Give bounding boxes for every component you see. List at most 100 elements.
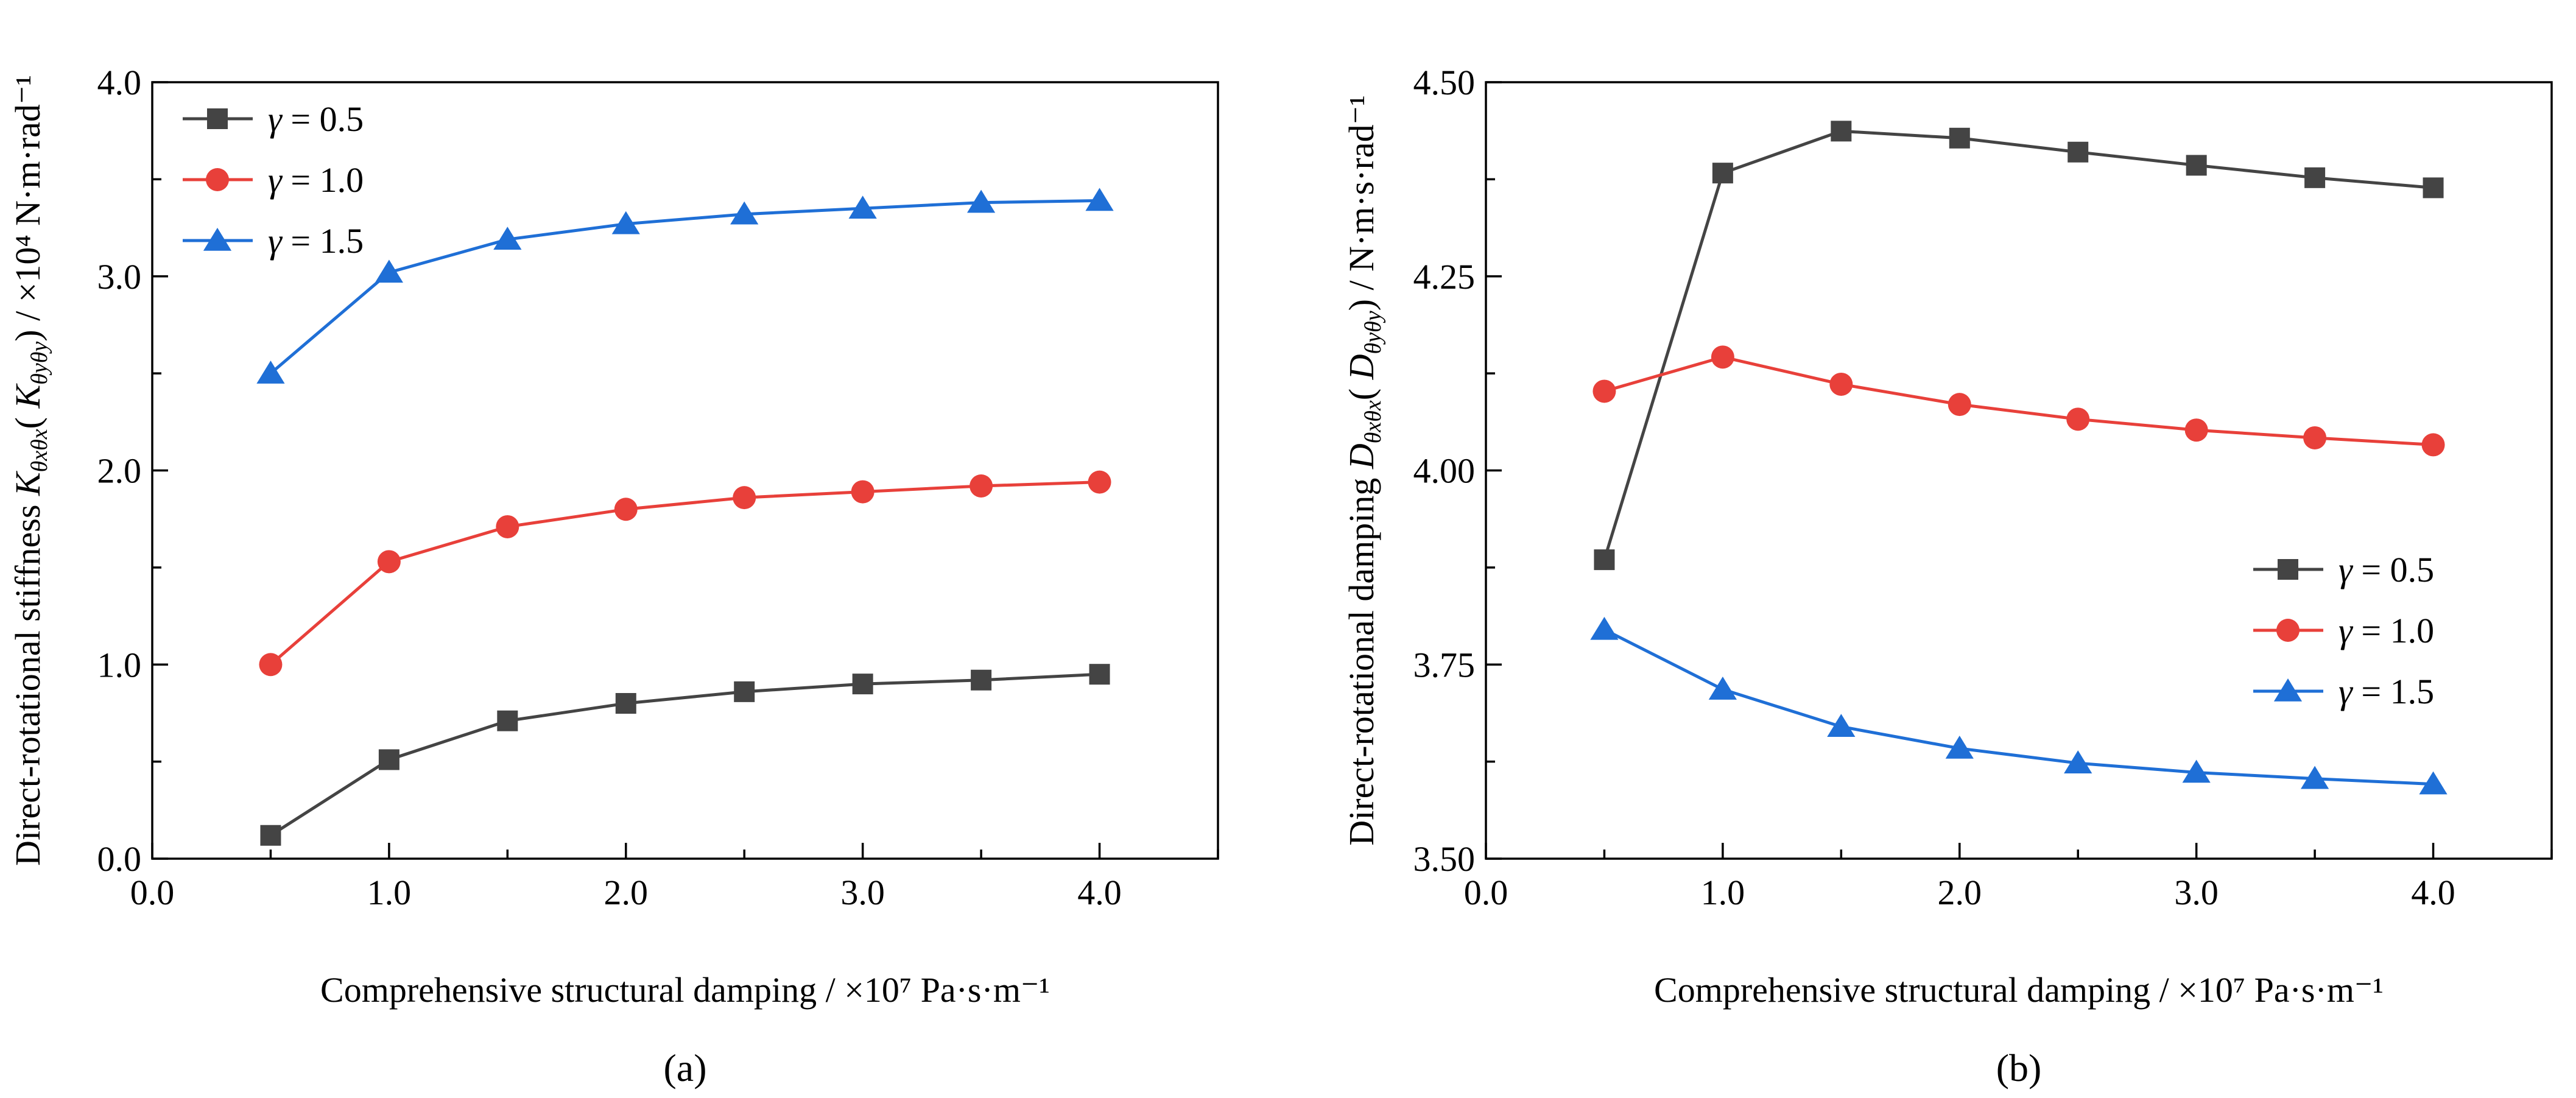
data-point: [377, 550, 401, 574]
data-point: [1948, 393, 1971, 417]
data-point: [256, 361, 285, 384]
y-tick-label: 0.0: [97, 839, 142, 879]
data-point: [1829, 372, 1853, 396]
series-γ = 1.0: [259, 470, 1111, 677]
data-point: [2182, 759, 2211, 783]
legend-marker: [207, 108, 228, 129]
legend-marker: [2276, 619, 2300, 642]
data-point: [733, 486, 756, 510]
legend-item: γ = 0.5: [183, 99, 364, 139]
x-tick-label: 0.0: [130, 873, 175, 912]
data-point: [1708, 677, 1737, 700]
data-point: [851, 480, 875, 504]
legend-marker: [203, 228, 232, 251]
legend: γ = 0.5 γ = 1.0 γ = 1.5: [2253, 550, 2434, 711]
data-point: [611, 211, 640, 234]
y-tick-label: 4.50: [1413, 63, 1476, 102]
panel-label: (b): [1996, 1046, 2042, 1089]
y-axis-title: Direct-rotational damping Dθxθx( Dθyθy) …: [1342, 95, 1386, 845]
data-point: [1831, 121, 1852, 142]
x-tick-label: 2.0: [604, 873, 649, 912]
legend-label: γ = 1.5: [2338, 672, 2434, 711]
y-tick-label: 1.0: [97, 645, 142, 684]
data-point: [497, 710, 518, 731]
data-point: [1827, 714, 1856, 737]
series-γ = 0.5: [260, 664, 1110, 846]
data-point: [852, 674, 873, 695]
x-axis-title: Comprehensive structural damping / ×10⁷ …: [320, 970, 1050, 1010]
data-point: [970, 474, 993, 498]
series-γ = 1.5: [1590, 616, 2448, 795]
data-point: [378, 749, 399, 770]
data-point: [2184, 418, 2208, 442]
legend-label: γ = 0.5: [268, 99, 364, 139]
data-point: [1711, 345, 1734, 369]
y-tick-label: 2.0: [97, 451, 142, 491]
data-point: [2186, 155, 2207, 176]
data-point: [2301, 765, 2329, 789]
y-tick-label: 4.00: [1413, 451, 1476, 491]
series-line: [1603, 355, 2433, 446]
data-point: [2303, 426, 2327, 449]
data-point: [2066, 407, 2090, 431]
x-tick-label: 0.0: [1464, 873, 1508, 912]
legend-item: γ = 1.5: [183, 221, 364, 261]
x-tick-label: 3.0: [840, 873, 885, 912]
data-point: [967, 189, 996, 213]
legend-item: γ = 1.0: [2253, 611, 2434, 650]
panel-b: 0.0 1.0 2.0 3.0 4.0 3.50 3.75 4.00 4.25 4.50 Compr…: [1342, 63, 2553, 1089]
panel-a: 0.0 1.0 2.0 3.0 4.0 0.0 1.0 2.0 3.0 4.0 Comprehens…: [8, 63, 1219, 1089]
x-tick-label: 2.0: [1938, 873, 1982, 912]
data-point: [1590, 616, 1619, 640]
series-line: [1603, 628, 2433, 786]
data-point: [1089, 664, 1110, 685]
legend-marker: [2273, 678, 2303, 702]
data-point: [1949, 127, 1970, 149]
x-axis-title: Comprehensive structural damping / ×10⁷ …: [1654, 970, 2384, 1010]
x-tick-label: 1.0: [1701, 873, 1745, 912]
legend-marker: [206, 168, 229, 191]
x-tick-label: 4.0: [2411, 873, 2455, 912]
data-point: [614, 498, 638, 521]
legend-item: γ = 0.5: [2253, 550, 2434, 589]
data-point: [2064, 750, 2092, 773]
legend: γ = 0.5 γ = 1.0 γ = 1.5: [183, 99, 364, 261]
data-point: [496, 515, 519, 538]
data-point: [1712, 163, 1733, 184]
data-point: [1088, 470, 1111, 494]
y-tick-label: 3.75: [1413, 645, 1476, 684]
data-point: [2419, 771, 2448, 795]
data-point: [730, 201, 759, 225]
legend-label: γ = 0.5: [2338, 550, 2434, 589]
data-point: [1592, 379, 1616, 403]
data-point: [734, 681, 755, 702]
series-γ = 1.0: [1592, 345, 2445, 457]
series-line: [1603, 129, 2433, 560]
series-γ = 1.5: [256, 188, 1114, 384]
data-point: [615, 693, 636, 714]
data-point: [971, 669, 992, 691]
data-point: [260, 825, 281, 846]
legend-label: γ = 1.0: [268, 160, 364, 200]
data-point: [848, 195, 877, 219]
y-tick-label: 3.50: [1413, 839, 1476, 879]
data-point: [2423, 177, 2444, 199]
legend-label: γ = 1.0: [2338, 611, 2434, 650]
data-point: [2304, 167, 2326, 188]
y-tick-label: 4.0: [97, 63, 142, 102]
legend-item: γ = 1.5: [2253, 672, 2434, 711]
legend-marker: [2278, 559, 2298, 580]
y-tick-label: 3.0: [97, 257, 142, 297]
panel-label: (a): [663, 1046, 706, 1089]
data-point: [2421, 433, 2445, 457]
series-γ = 0.5: [1594, 121, 2444, 571]
data-point: [259, 653, 283, 677]
data-point: [2067, 141, 2089, 163]
x-tick-label: 3.0: [2174, 873, 2219, 912]
data-point: [375, 259, 403, 283]
legend-item: γ = 1.0: [183, 160, 364, 200]
x-tick-label: 4.0: [1077, 873, 1122, 912]
data-point: [1085, 188, 1114, 211]
y-tick-label: 4.25: [1413, 257, 1476, 297]
